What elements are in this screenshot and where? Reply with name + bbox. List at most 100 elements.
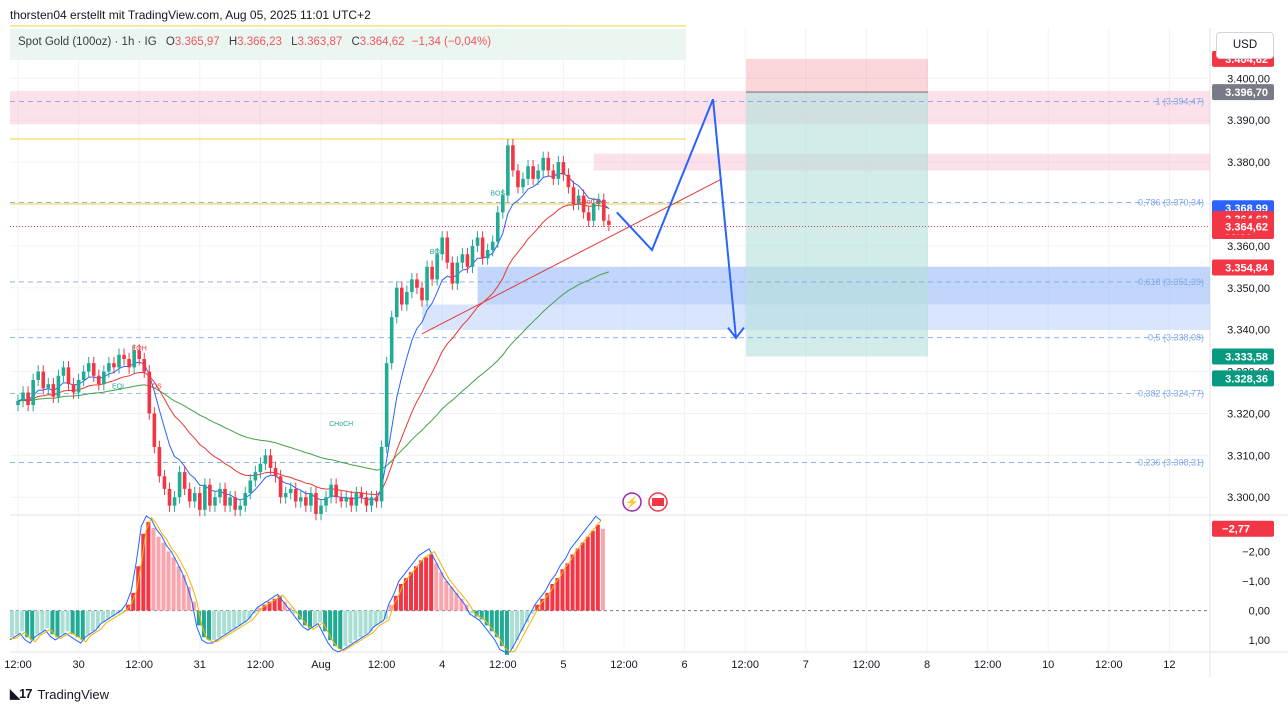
oscillator-bar xyxy=(449,586,454,611)
candle-body xyxy=(172,497,177,506)
candle-body xyxy=(526,166,530,179)
candle-body xyxy=(430,266,434,280)
price-tag-label: 3.396,70 xyxy=(1225,87,1268,99)
y-tick-label: 3.320,00 xyxy=(1227,408,1270,420)
candle-body xyxy=(314,493,318,514)
oscillator-bar xyxy=(363,610,368,635)
candle-body xyxy=(425,266,429,301)
oscillator-bar xyxy=(474,610,479,617)
oscillator-bar xyxy=(201,610,206,638)
oscillator-bar xyxy=(414,566,419,611)
oscillator-bar xyxy=(232,610,237,629)
candle-body xyxy=(117,354,121,368)
candle-body xyxy=(243,493,248,506)
candle-body xyxy=(541,157,545,171)
oscillator-bar xyxy=(509,610,514,650)
legend-close: 3.364,62 xyxy=(359,36,405,48)
y-tick-label: 3.350,00 xyxy=(1227,283,1270,295)
candle-body xyxy=(339,497,343,502)
candle-body xyxy=(76,379,81,393)
candle-body xyxy=(36,371,40,380)
oscillator-bar xyxy=(494,610,499,638)
fib-level-label: 0,5 (3.338,08) xyxy=(1148,333,1204,343)
candle-body xyxy=(223,488,227,506)
candle-body xyxy=(531,166,535,179)
fib-level-label: 0,618 (3.351,39) xyxy=(1138,277,1204,287)
structure-label: CHoCH xyxy=(577,199,601,206)
oscillator-bar xyxy=(595,524,600,611)
candle-body xyxy=(379,446,384,502)
candle-body xyxy=(556,162,561,179)
oscillator-bar xyxy=(70,610,75,635)
fib-level-label: 0,786 (3.370,34) xyxy=(1138,198,1204,208)
candle-body xyxy=(213,497,217,506)
candle-body xyxy=(162,476,167,489)
candle-body xyxy=(218,488,222,498)
oscillator-bar xyxy=(75,610,80,638)
oscillator-bar xyxy=(212,610,217,641)
candle-body xyxy=(364,497,369,506)
symbol-legend[interactable]: Spot Gold (100oz) · 1h · IG O3.365,97 H3… xyxy=(10,29,686,60)
candle-body xyxy=(203,484,207,510)
candle-body xyxy=(324,497,328,506)
candle-body xyxy=(258,463,263,473)
candle-body xyxy=(465,254,470,267)
candle-body xyxy=(127,358,131,368)
oscillator-bar xyxy=(378,610,383,623)
legend-open: 3.365,97 xyxy=(174,36,220,48)
candle-body xyxy=(228,497,232,506)
oscillator-bar xyxy=(398,584,403,611)
fib-level-label: 0,382 (3.324,77) xyxy=(1138,388,1204,398)
candle-body xyxy=(248,480,253,494)
oscillator-bar xyxy=(30,610,35,641)
oscillator-bar xyxy=(585,536,590,611)
chart-header-title: thorsten04 erstellt mit TradingView.com,… xyxy=(10,8,371,22)
oscillator-bar xyxy=(343,610,348,647)
price-tag xyxy=(1212,348,1274,365)
candle-body xyxy=(293,488,298,502)
oscillator-bar xyxy=(403,578,408,611)
oscillator-bar xyxy=(191,601,196,611)
candle-body xyxy=(405,291,409,305)
x-tick-label: Aug xyxy=(311,659,331,671)
ema-green-line xyxy=(17,271,610,471)
oscillator-bar xyxy=(131,592,136,611)
candle-body xyxy=(591,203,596,221)
candle-body xyxy=(359,493,364,498)
oscillator-bar xyxy=(136,566,141,611)
candle-body xyxy=(374,497,379,502)
price-tag-label: 3.333,58 xyxy=(1225,352,1268,364)
oscillator-bar xyxy=(393,595,398,611)
oscillator-bar xyxy=(15,610,20,635)
oscillator-bar xyxy=(323,610,328,632)
candle-body xyxy=(389,317,394,364)
candle-body xyxy=(309,493,313,506)
structure-label: BOS xyxy=(490,191,505,198)
oscillator-bar xyxy=(262,604,267,611)
oscillator-bar xyxy=(141,533,146,611)
candle-body xyxy=(576,195,581,204)
candle-body xyxy=(304,497,308,506)
oscillator-bar xyxy=(479,610,484,620)
oscillator-bar xyxy=(338,610,343,650)
oscillator-bar xyxy=(20,610,25,632)
oscillator-bar xyxy=(151,527,156,611)
candle-body xyxy=(177,472,182,498)
oscillator-bar xyxy=(444,581,449,611)
candle-body xyxy=(394,287,399,318)
oscillator-bar xyxy=(242,610,247,623)
x-tick-label: 31 xyxy=(194,659,206,671)
candle-body xyxy=(16,400,20,406)
legend-high-label: H xyxy=(228,36,238,48)
oscillator-bar xyxy=(237,610,242,626)
oscillator-bar xyxy=(600,528,605,611)
oscillator-bar xyxy=(580,542,585,611)
x-tick-label: 10 xyxy=(1042,659,1054,671)
candle-body xyxy=(384,363,389,447)
candle-body xyxy=(521,178,525,188)
x-tick-label: 12:00 xyxy=(1095,659,1123,671)
oscillator-bar xyxy=(171,557,176,611)
currency-button[interactable]: USD xyxy=(1216,32,1274,59)
oscillator-bar xyxy=(80,610,85,641)
